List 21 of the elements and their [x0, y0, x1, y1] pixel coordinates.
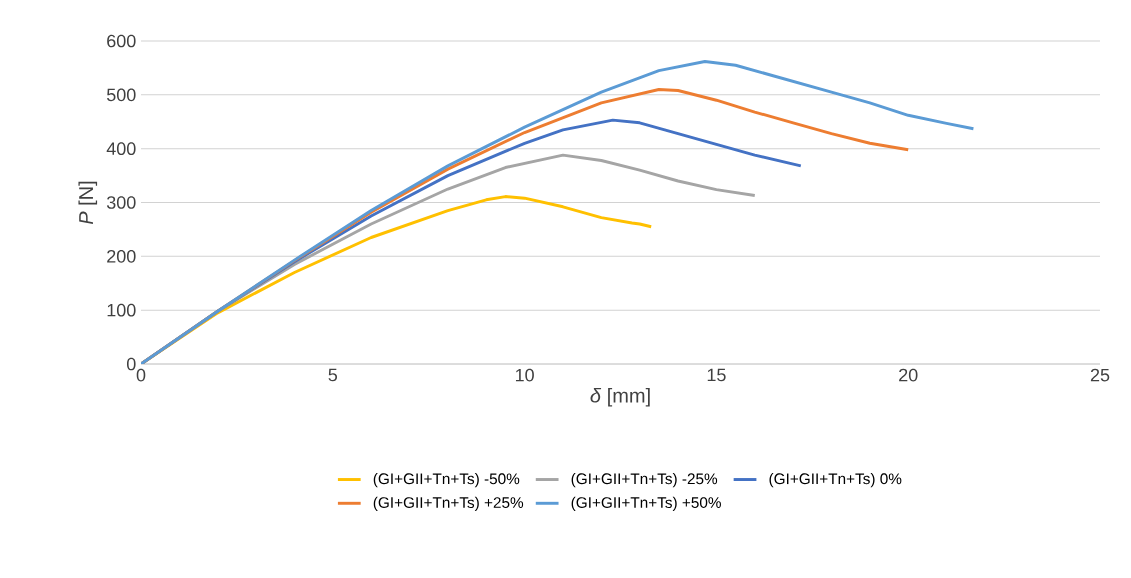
y-axis-title: P [N]: [78, 181, 98, 225]
x-tick-label: 0: [136, 368, 146, 382]
x-tick-label: 25: [1090, 368, 1110, 382]
x-tick-label: 15: [707, 368, 726, 382]
legend-label: (GI+GII+Tn+Ts) 0%: [769, 472, 902, 488]
y-tick-label: 500: [106, 88, 136, 102]
y-tick-label: 300: [106, 196, 136, 209]
legend-label: (GI+GII+Tn+Ts) +25%: [373, 496, 524, 512]
line-series: [141, 59, 975, 364]
legend-label: (GI+GII+Tn+Ts) +50%: [571, 496, 721, 512]
y-tick-label: 100: [107, 303, 136, 317]
y-tick-label: 0: [126, 357, 136, 371]
x-tick-label: 20: [899, 368, 918, 382]
y-tick-label: 600: [107, 34, 136, 48]
y-tick-label: 400: [106, 142, 136, 156]
x-axis-title: δ [mm]: [590, 387, 650, 407]
x-tick-label: 10: [515, 368, 534, 382]
legend-label: (GI+GII+Tn+Ts) -50%: [373, 472, 520, 488]
legend-label: (GI+GII+Tn+Ts) -25%: [571, 472, 718, 488]
x-tick-label: 5: [328, 368, 338, 382]
y-tick-label: 200: [107, 249, 136, 263]
